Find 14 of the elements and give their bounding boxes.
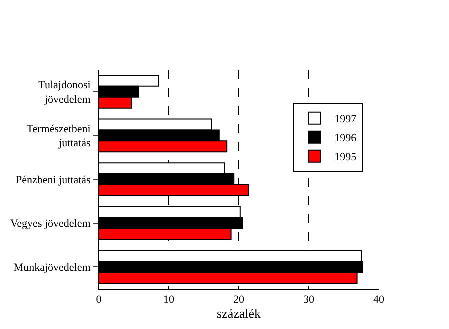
x-tick-label: 40 [374, 294, 385, 306]
y-tick-label: Vegyes jövedelem [10, 218, 92, 230]
legend-label: 1997 [334, 114, 358, 126]
legend-label: 1996 [334, 132, 358, 145]
y-tick-label: Pénzbeni juttatás [16, 174, 91, 186]
x-tick-label: 20 [234, 294, 245, 306]
x-tick-label: 10 [164, 294, 175, 306]
y-tick-label: Munkajövedelem [14, 262, 92, 274]
y-tick-label: Tulajdonosi jövedelem [38, 80, 92, 106]
legend-label: 1995 [334, 152, 358, 164]
y-tick-label: Természetbeni juttatás [26, 123, 91, 150]
x-axis-title: százalék [216, 306, 262, 322]
x-tick-label: 30 [304, 294, 315, 306]
x-tick-label: 0 [96, 294, 102, 306]
